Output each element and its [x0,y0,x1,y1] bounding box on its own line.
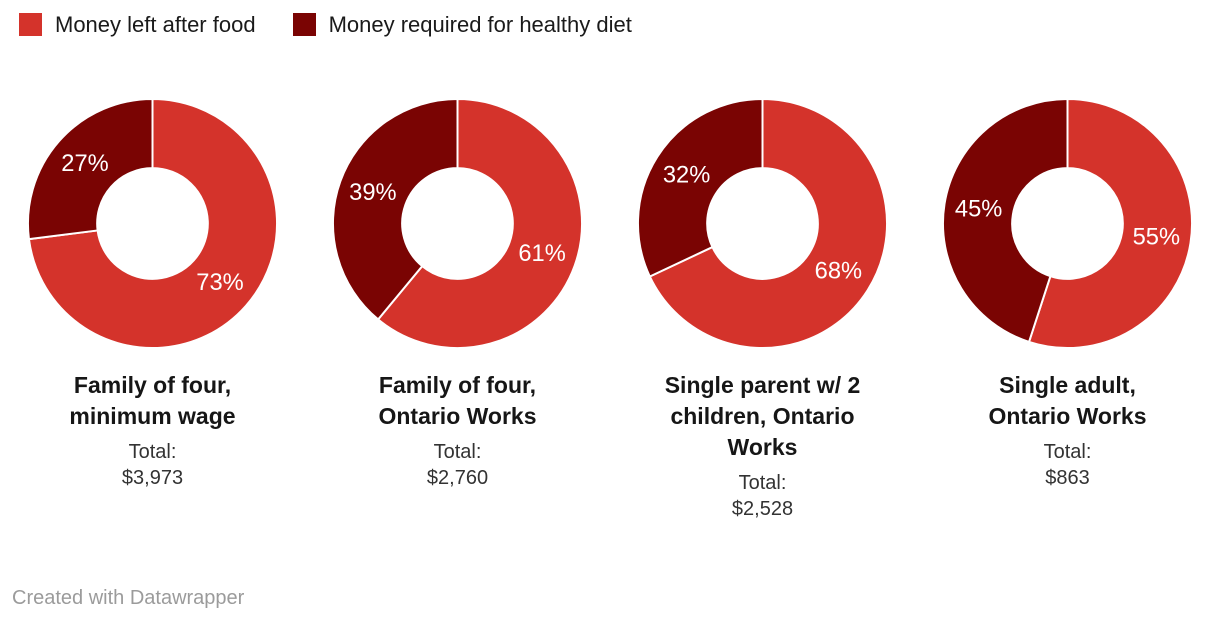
chart-total-label: Total: [1043,441,1092,463]
chart-total-label: Total: [738,472,787,494]
donut-chart-family-minimum-wage: 73% 27% [27,97,278,349]
chart-total-value: $2,760 [426,467,489,489]
slice-percent-label: 45% [955,196,1002,222]
chart-total-label: Total: [433,441,482,463]
donut-slice [648,97,888,349]
legend-item-money-left: Money left after food [19,13,256,36]
footer: Created with Datawrapper [12,586,244,610]
datawrapper-credit: Created with Datawrapper [12,587,245,609]
chart-cell-single-parent: 68% 32% Single parent w/ 2 children, Onta… [610,97,915,522]
donut-slice [1028,97,1193,349]
legend-swatch-healthy-diet [292,13,316,36]
chart-cell-family-minimum-wage: 73% 27% Family of four, minimum wage Tota… [0,97,305,522]
legend-label-money-left: Money left after food [55,12,256,37]
slice-percent-label: 55% [1133,225,1180,251]
chart-title: Single parent w/ 2 children, Ontario Wor… [664,372,861,460]
donut-chart-single-parent: 68% 32% [636,97,888,349]
chart-title: Family of four, minimum wage [69,372,236,429]
slice-percent-label: 32% [663,162,710,188]
chart-total: Total: $2,528 [732,470,793,522]
donut-chart-family-ontario-works: 61% 39% [331,97,583,349]
chart-total: Total: $3,973 [122,439,183,491]
chart-cell-family-ontario-works: 61% 39% Family of four, Ontario Works Tot… [305,97,610,522]
donut-chart-single-adult: 55% 45% [941,97,1193,349]
chart-title: Single adult, Ontario Works [988,372,1147,429]
legend-swatch-money-left [19,13,42,36]
chart-total: Total: $863 [1044,439,1092,491]
chart-total-label: Total: [128,441,177,463]
chart-total-value: $863 [1045,467,1090,489]
slice-percent-label: 68% [815,259,862,285]
slice-percent-label: 73% [196,270,243,296]
chart-cell-single-adult: 55% 45% Single adult, Ontario Works Total… [915,97,1220,522]
donut-slice [331,97,459,321]
donut-slice [941,97,1069,343]
legend-item-healthy-diet: Money required for healthy diet [292,12,632,37]
chart-total-value: $2,528 [731,498,794,520]
donut-slice [636,97,764,278]
donut-slice [27,97,154,241]
slice-percent-label: 27% [61,151,108,177]
legend-label-healthy-diet: Money required for healthy diet [328,12,632,37]
slice-percent-label: 39% [349,180,396,206]
slice-percent-label: 61% [518,241,565,267]
chart-total: Total: $2,760 [427,439,488,491]
donut-slice [27,97,278,349]
chart-total-value: $3,973 [121,467,184,489]
donut-slice [377,97,583,349]
charts-row: 73% 27% Family of four, minimum wage Tota… [0,97,1220,522]
chart-title: Family of four, Ontario Works [378,372,537,429]
legend: Money left after food Money required for… [19,13,632,36]
